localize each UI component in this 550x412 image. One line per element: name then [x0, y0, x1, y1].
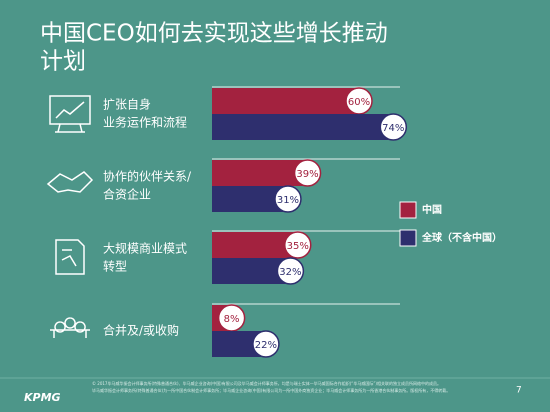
icons — [46, 95, 94, 338]
icon-document — [55, 239, 85, 275]
bar — [212, 160, 308, 186]
category-label: 大规模商业模式 — [103, 241, 187, 256]
bar — [212, 232, 298, 258]
icon-monitor — [49, 95, 91, 125]
legend-swatch — [399, 201, 417, 219]
category-label: 扩张自身 — [103, 97, 151, 112]
value-badge — [276, 257, 305, 285]
value-label: 74% — [382, 123, 404, 134]
legend-swatch — [399, 229, 417, 247]
icon-chart — [55, 101, 85, 133]
value-badge — [274, 185, 302, 213]
logo: KPMG — [24, 391, 61, 404]
category-label: 转型 — [103, 259, 127, 274]
value-label: 60% — [348, 97, 370, 108]
value-label: 35% — [287, 241, 309, 252]
footer-text: © 2017毕马威华振会计师事务所(特殊普通合伙)、毕马威企业咨询(中国)有限公… — [92, 380, 441, 386]
category-label: 协作的伙伴关系/ — [103, 169, 192, 184]
category-label: 合并及/或收购 — [103, 323, 179, 338]
title-line: 中国CEO如何去实现这些增长推动 — [40, 21, 388, 47]
value-label: 31% — [277, 195, 299, 206]
footer-text: 毕马威华振会计师事务所(特殊普通合伙)为一所中国合伙制会计师事务所；毕马威企业咨… — [92, 387, 450, 393]
bar — [212, 88, 359, 114]
category-label: 合资企业 — [103, 187, 151, 202]
title-line: 计划 — [40, 49, 86, 75]
value-badge — [284, 231, 312, 259]
legend-label: 全球（不含中国） — [421, 231, 502, 244]
value-label: 32% — [279, 267, 301, 278]
category-label: 业务运作和流程 — [103, 115, 187, 130]
icon-meeting — [50, 317, 90, 338]
value-label: 39% — [296, 169, 318, 180]
bar — [212, 114, 394, 140]
value-badge — [293, 159, 322, 187]
value-badge — [379, 113, 408, 141]
icon-handshake — [46, 171, 94, 193]
value-label: 22% — [255, 340, 277, 351]
value-label: 8% — [224, 314, 240, 325]
value-badge — [252, 330, 280, 358]
page-number: 7 — [516, 386, 522, 396]
legend-label: 中国 — [422, 203, 442, 216]
